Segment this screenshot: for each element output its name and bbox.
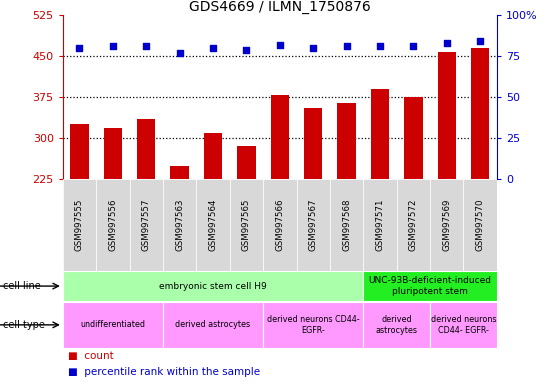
Bar bbox=[304, 108, 322, 179]
Bar bbox=[430, 302, 497, 348]
Point bbox=[442, 40, 451, 46]
Text: UNC-93B-deficient-induced
pluripotent stem: UNC-93B-deficient-induced pluripotent st… bbox=[369, 276, 491, 296]
Bar bbox=[430, 179, 464, 271]
Text: cell type: cell type bbox=[3, 320, 45, 330]
Text: derived astrocytes: derived astrocytes bbox=[175, 320, 251, 329]
Text: embryonic stem cell H9: embryonic stem cell H9 bbox=[159, 281, 267, 291]
Bar bbox=[263, 179, 296, 271]
Text: derived neurons
CD44- EGFR-: derived neurons CD44- EGFR- bbox=[431, 315, 496, 334]
Bar bbox=[464, 179, 497, 271]
Text: GSM997566: GSM997566 bbox=[275, 199, 284, 251]
Text: GSM997570: GSM997570 bbox=[476, 199, 485, 251]
Point bbox=[276, 42, 284, 48]
Text: GSM997571: GSM997571 bbox=[376, 199, 384, 251]
Bar bbox=[96, 179, 129, 271]
Title: GDS4669 / ILMN_1750876: GDS4669 / ILMN_1750876 bbox=[189, 0, 371, 14]
Text: cell line: cell line bbox=[3, 281, 40, 291]
Bar bbox=[170, 166, 189, 179]
Bar bbox=[271, 95, 289, 179]
Text: GSM997557: GSM997557 bbox=[142, 199, 151, 251]
Text: derived neurons CD44-
EGFR-: derived neurons CD44- EGFR- bbox=[267, 315, 359, 334]
Text: GSM997572: GSM997572 bbox=[409, 199, 418, 251]
Text: GSM997564: GSM997564 bbox=[209, 199, 217, 251]
Bar bbox=[371, 89, 389, 179]
Text: GSM997563: GSM997563 bbox=[175, 199, 184, 251]
Text: GSM997569: GSM997569 bbox=[442, 199, 452, 251]
Text: GSM997555: GSM997555 bbox=[75, 199, 84, 251]
Bar bbox=[104, 128, 122, 179]
Bar bbox=[363, 271, 497, 301]
Bar bbox=[397, 179, 430, 271]
Point bbox=[209, 45, 217, 51]
Text: GSM997556: GSM997556 bbox=[108, 199, 117, 251]
Bar bbox=[437, 52, 456, 179]
Point bbox=[409, 43, 418, 50]
Bar bbox=[63, 271, 363, 301]
Bar bbox=[296, 179, 330, 271]
Text: GSM997568: GSM997568 bbox=[342, 199, 351, 251]
Point bbox=[376, 43, 384, 50]
Bar bbox=[129, 179, 163, 271]
Bar bbox=[238, 146, 256, 179]
Point bbox=[342, 43, 351, 50]
Point bbox=[142, 43, 151, 50]
Bar bbox=[163, 179, 197, 271]
Bar bbox=[163, 302, 263, 348]
Bar bbox=[471, 48, 489, 179]
Bar bbox=[137, 119, 156, 179]
Text: ■  percentile rank within the sample: ■ percentile rank within the sample bbox=[68, 367, 260, 377]
Point bbox=[109, 43, 117, 50]
Point bbox=[476, 38, 484, 45]
Bar bbox=[204, 133, 222, 179]
Point bbox=[175, 50, 184, 56]
Text: GSM997567: GSM997567 bbox=[308, 199, 318, 251]
Bar bbox=[263, 302, 363, 348]
Bar bbox=[330, 179, 363, 271]
Bar bbox=[363, 179, 397, 271]
Point bbox=[309, 45, 318, 51]
Bar bbox=[363, 302, 430, 348]
Bar bbox=[337, 104, 356, 179]
Text: ■  count: ■ count bbox=[68, 351, 114, 361]
Bar bbox=[404, 97, 423, 179]
Bar bbox=[63, 302, 163, 348]
Text: undifferentiated: undifferentiated bbox=[80, 320, 145, 329]
Text: derived
astrocytes: derived astrocytes bbox=[376, 315, 418, 334]
Bar bbox=[70, 124, 88, 179]
Bar bbox=[63, 179, 96, 271]
Bar bbox=[197, 179, 230, 271]
Point bbox=[75, 45, 84, 51]
Bar bbox=[230, 179, 263, 271]
Text: GSM997565: GSM997565 bbox=[242, 199, 251, 251]
Point bbox=[242, 46, 251, 53]
